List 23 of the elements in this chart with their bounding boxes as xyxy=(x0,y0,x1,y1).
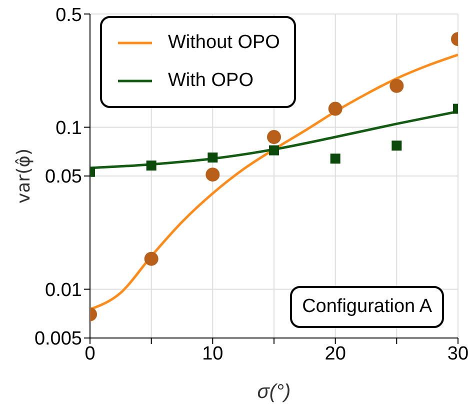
x-tick-label: 30 xyxy=(447,343,469,364)
point xyxy=(208,152,218,163)
point xyxy=(390,78,404,93)
annotation: Configuration A xyxy=(290,286,444,328)
y-tick-label: 0.1 xyxy=(56,118,82,139)
y-tick-label: 0.01 xyxy=(45,280,82,301)
y-tick-label: 0.005 xyxy=(34,328,82,350)
legend-label: With OPO xyxy=(168,70,254,92)
y-axis-title: var(φ̂) xyxy=(14,148,34,204)
x-axis-title: σ(°) xyxy=(257,381,291,403)
point xyxy=(144,252,158,266)
point xyxy=(269,145,279,156)
x-tick-label: 0 xyxy=(84,343,96,364)
point xyxy=(392,140,402,151)
x-tick-label: 10 xyxy=(202,343,224,364)
point xyxy=(206,168,220,182)
y-tick-label: 0.05 xyxy=(45,166,82,188)
x-tick-label: 20 xyxy=(324,343,346,364)
point xyxy=(146,160,156,171)
point xyxy=(330,154,340,164)
point xyxy=(267,130,281,144)
point xyxy=(328,102,342,116)
legend-label: Without OPO xyxy=(168,32,280,54)
